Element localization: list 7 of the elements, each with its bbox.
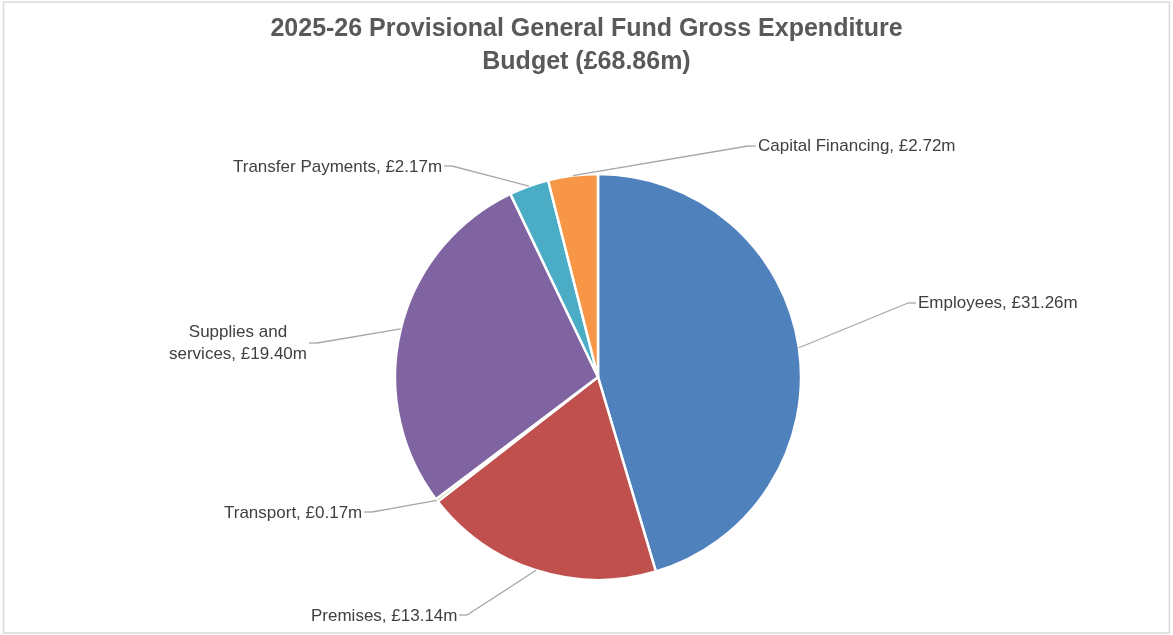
slice-label: Capital Financing, £2.72m xyxy=(758,136,956,155)
slice-label: Transport, £0.17m xyxy=(224,503,363,522)
slice-label: Supplies and services, £19.40m xyxy=(169,322,307,364)
slice-label: Transfer Payments, £2.17m xyxy=(233,157,443,176)
slice-label: Premises, £13.14m xyxy=(311,606,458,625)
chart-title: 2025-26 Provisional General Fund Gross Expenditure Budget (£68.86m) xyxy=(270,13,903,74)
slice-label: Employees, £31.26m xyxy=(918,293,1078,312)
